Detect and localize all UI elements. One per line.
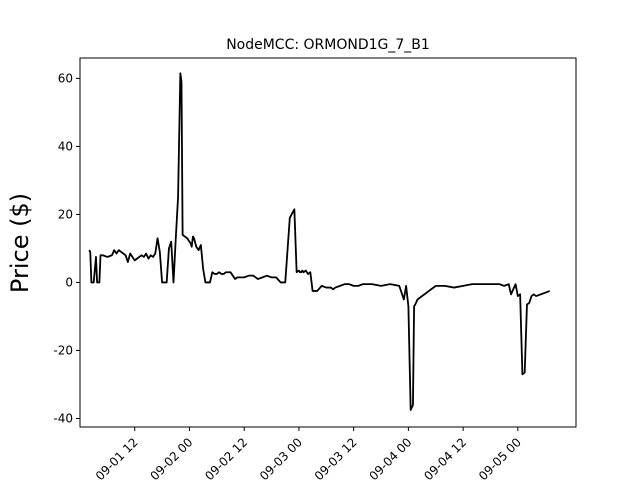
- y-tick-label: 0: [65, 275, 73, 289]
- y-axis-label: Price ($): [6, 193, 34, 293]
- series-line-0: [88, 72, 551, 411]
- chart-title: NodeMCC: ORMOND1G_7_B1: [226, 37, 430, 53]
- axes-frame: [79, 57, 577, 428]
- y-tick-label: 20: [58, 207, 73, 221]
- y-tick-label: 40: [58, 139, 73, 153]
- y-tick-label: -20: [53, 343, 73, 357]
- y-tick-label: -40: [53, 411, 73, 425]
- y-tick-label: 60: [58, 71, 73, 85]
